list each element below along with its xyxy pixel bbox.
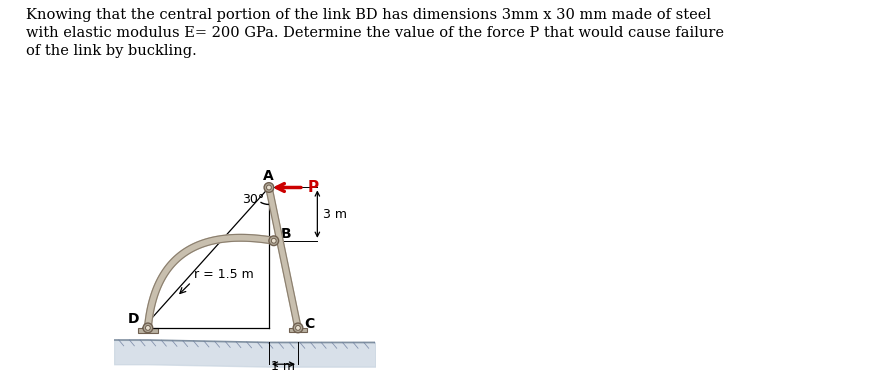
Text: B: B bbox=[281, 227, 291, 241]
Circle shape bbox=[269, 236, 279, 246]
Circle shape bbox=[264, 183, 274, 192]
Polygon shape bbox=[144, 234, 274, 328]
Polygon shape bbox=[266, 187, 301, 329]
Text: D: D bbox=[128, 312, 139, 326]
Text: A: A bbox=[262, 169, 274, 183]
Polygon shape bbox=[138, 328, 157, 333]
Text: 3 m: 3 m bbox=[323, 208, 347, 221]
Text: 1 m: 1 m bbox=[272, 360, 295, 373]
Circle shape bbox=[293, 323, 302, 333]
Circle shape bbox=[143, 323, 153, 333]
Text: Knowing that the central portion of the link BD has dimensions 3mm x 30 mm made : Knowing that the central portion of the … bbox=[26, 8, 725, 58]
Text: 30°: 30° bbox=[242, 193, 265, 206]
Circle shape bbox=[295, 326, 301, 330]
Polygon shape bbox=[289, 328, 307, 332]
Circle shape bbox=[271, 238, 276, 243]
Text: r = 1.5 m: r = 1.5 m bbox=[194, 268, 253, 281]
Text: C: C bbox=[304, 317, 314, 331]
Circle shape bbox=[267, 185, 271, 190]
Text: P: P bbox=[308, 180, 319, 195]
Circle shape bbox=[145, 326, 150, 330]
